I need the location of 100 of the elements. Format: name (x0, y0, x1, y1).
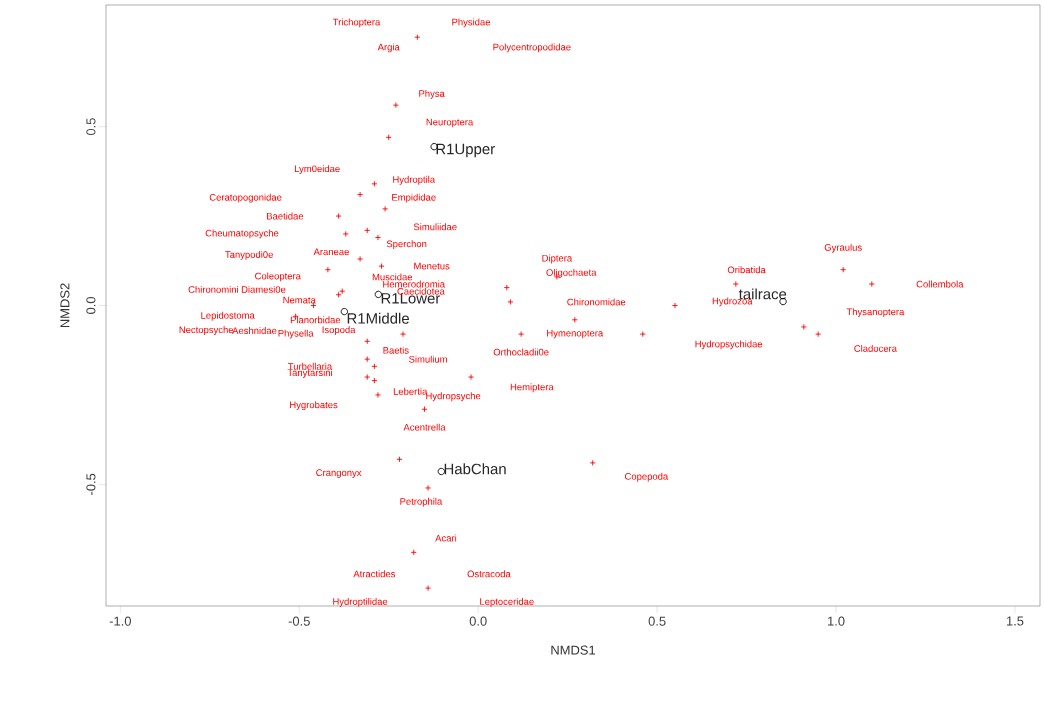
annotation: Muscidae (372, 273, 413, 281)
annotation: Chironomini (188, 285, 238, 293)
point (340, 307, 348, 316)
annotation: Hygrobates (290, 401, 338, 411)
point (425, 585, 432, 592)
annotation: Hydroptila (393, 175, 436, 185)
annotation: Copepoda (625, 472, 669, 482)
annotation: Tanypodi0e (225, 250, 273, 260)
y-tick-label: 0.5 (86, 118, 96, 136)
point (518, 331, 525, 338)
annotation: Menetus (414, 262, 450, 270)
series-label: HabChan (444, 463, 506, 475)
point (396, 456, 403, 463)
annotation: Baetis (383, 346, 409, 354)
point (507, 298, 514, 305)
annotation: Cladocera (854, 344, 897, 352)
annotation: Lepidostoma (201, 311, 255, 321)
annotation: Ostracoda (467, 570, 511, 578)
annotation: Leptoceridae (480, 598, 534, 607)
annotation: Diamesi0e (241, 285, 286, 293)
annotation: Turbellaria (288, 362, 333, 370)
annotation: Coleoptera (255, 272, 301, 282)
point (425, 484, 432, 491)
point (732, 280, 739, 288)
point (571, 316, 578, 323)
annotation: Aeshnidae (232, 327, 277, 335)
annotation: Simuliidae (413, 223, 457, 231)
point (503, 284, 510, 291)
point (364, 227, 371, 234)
point (339, 288, 346, 295)
annotation: Acari (435, 534, 457, 542)
annotation: Trichoptera (332, 18, 381, 28)
annotation: Hydroptilidae (333, 598, 388, 607)
point (357, 255, 364, 263)
y-tick-label: 0.0 (86, 296, 96, 314)
y-tick-label: -0.5 (86, 473, 96, 495)
annotation: Chironomidae (567, 298, 626, 306)
x-tick-label: 1.0 (828, 616, 845, 626)
annotation: Argia (377, 43, 400, 53)
point (815, 331, 822, 338)
x-tick-label: -0.5 (288, 616, 310, 626)
point (589, 459, 596, 466)
point (374, 290, 382, 299)
point (374, 234, 382, 241)
annotation: Polycentropodidae (493, 43, 571, 53)
annotation: Nectopsyche (179, 326, 234, 335)
annotation: Hydropsychidae (695, 340, 763, 350)
x-tick-label: 0.0 (469, 616, 487, 626)
point (382, 205, 389, 212)
annotation: Gyraulus (824, 243, 862, 253)
annotation: Simulium (409, 355, 447, 363)
annotation: Lym0eidae (294, 165, 340, 174)
annotation: Empididae (392, 193, 436, 203)
annotation: Oligochaeta (546, 268, 597, 278)
annotation: Isopoda (322, 326, 356, 335)
annotation: Ceratopogonidae (209, 193, 282, 203)
point (840, 266, 847, 273)
point (800, 323, 807, 330)
annotation: Atractides (353, 570, 396, 578)
series-label: R1Lower (381, 293, 441, 304)
annotation: Araneae (313, 248, 349, 256)
annotation: Cheumatopsyche (205, 229, 279, 239)
point (410, 549, 417, 556)
point (392, 102, 399, 109)
annotation: Acentrella (403, 423, 446, 431)
point (342, 230, 349, 237)
annotation: Physa (419, 90, 445, 99)
annotation: Thysanoptera (846, 308, 905, 318)
annotation: Nemata (283, 296, 316, 304)
point (335, 213, 342, 220)
annotation: Sperchon (386, 240, 427, 250)
point (374, 391, 382, 398)
point (364, 356, 371, 363)
annotation: Hemerodromia (383, 280, 446, 288)
point (357, 191, 364, 198)
point (371, 180, 378, 187)
annotation: Planorbidae (290, 316, 341, 324)
point (671, 302, 679, 309)
point (414, 34, 421, 41)
point (371, 377, 378, 384)
annotation: Caecidotea (397, 287, 445, 295)
annotation: Hydropsyche (426, 392, 481, 402)
annotation: Baetidae (267, 212, 304, 220)
x-axis-title: NMDS1 (551, 645, 596, 655)
point (421, 406, 428, 413)
annotation: Crangonyx (316, 469, 362, 478)
point (324, 266, 331, 273)
point (371, 363, 378, 370)
y-axis-title: NMDS2 (60, 283, 70, 328)
annotation: Oribatida (727, 266, 766, 274)
point (467, 374, 475, 381)
annotation: Petrophila (400, 497, 443, 507)
series-label: R1Upper (436, 143, 495, 158)
annotation: Hemiptera (510, 383, 554, 393)
point (385, 134, 392, 141)
point (399, 331, 407, 338)
annotation: Collembola (916, 280, 964, 288)
point (364, 338, 371, 345)
annotation: Tanytarsini (287, 369, 332, 378)
point (639, 331, 646, 338)
